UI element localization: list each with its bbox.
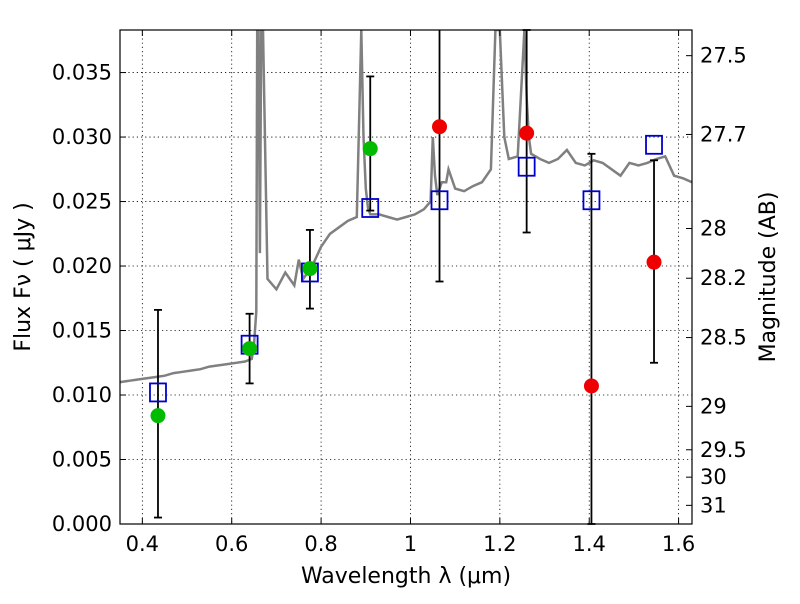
circle-marker (362, 141, 378, 157)
y-tick-labels: 0.000 0.005 0.010 0.015 0.020 0.025 0.030 0.035 (52, 61, 112, 536)
y2-tick-label: 27.7 (700, 122, 747, 146)
y-tick-label: 0.025 (52, 190, 112, 214)
y-tick-label: 0.035 (52, 61, 112, 85)
y-tick-label: 0.020 (52, 254, 112, 278)
x-tick-label: 1.4 (573, 532, 606, 556)
model-spectrum (120, 30, 692, 384)
circle-marker (150, 408, 166, 424)
y2-tick-label: 27.5 (700, 44, 747, 68)
y2-tick-label: 29 (700, 394, 727, 418)
x-tick-label: 0.6 (215, 532, 248, 556)
circle-marker (646, 254, 662, 270)
x-tick-label: 1.6 (662, 532, 695, 556)
y-tick-label: 0.015 (52, 319, 112, 343)
square-marker (517, 156, 536, 177)
square-marker (645, 134, 663, 155)
y2-tick-label: 30 (700, 465, 727, 489)
spectrum-line (120, 30, 692, 384)
x-tick-label: 0.4 (126, 532, 159, 556)
y2-tick-label: 28.2 (700, 266, 747, 290)
circle-marker (583, 378, 599, 394)
y-tick-label: 0.000 (52, 512, 112, 536)
grid (120, 30, 692, 525)
y-tick-label: 0.005 (52, 448, 112, 472)
y2-tick-label: 28 (700, 217, 727, 241)
square-marker (582, 190, 601, 211)
y2-tick-label: 29.5 (700, 438, 747, 462)
x-axis-title: Wavelength λ (μm) (301, 564, 511, 589)
y2-tick-label: 28.5 (700, 326, 747, 350)
axis-ticks (120, 30, 692, 525)
y-axis-title: Flux Fν ( μJy ) (11, 202, 36, 351)
circle-marker (432, 119, 448, 135)
error-bars (153, 29, 659, 525)
y2-tick-label: 31 (700, 493, 727, 517)
x-tick-label: 1 (404, 532, 417, 556)
circle-marker (519, 125, 535, 141)
square-marker (361, 198, 380, 218)
square-marker (430, 190, 449, 211)
y-tick-label: 0.030 (52, 125, 112, 149)
square-marker (149, 382, 167, 403)
x-tick-label: 1.2 (483, 532, 516, 556)
data-points (149, 119, 663, 424)
x-tick-label: 0.8 (304, 532, 337, 556)
y-tick-label: 0.010 (52, 383, 112, 407)
plot-frame (119, 29, 693, 525)
magnitude-tick-labels: 27.5 27.7 28 28.2 28.5 29 29.5 30 31 (700, 44, 747, 518)
circle-marker (242, 341, 258, 357)
y2-axis-title: Magnitude (AB) (756, 192, 781, 363)
circle-marker (302, 261, 318, 277)
x-tick-labels: 0.4 0.6 0.8 1 1.2 1.4 1.6 (126, 532, 696, 556)
